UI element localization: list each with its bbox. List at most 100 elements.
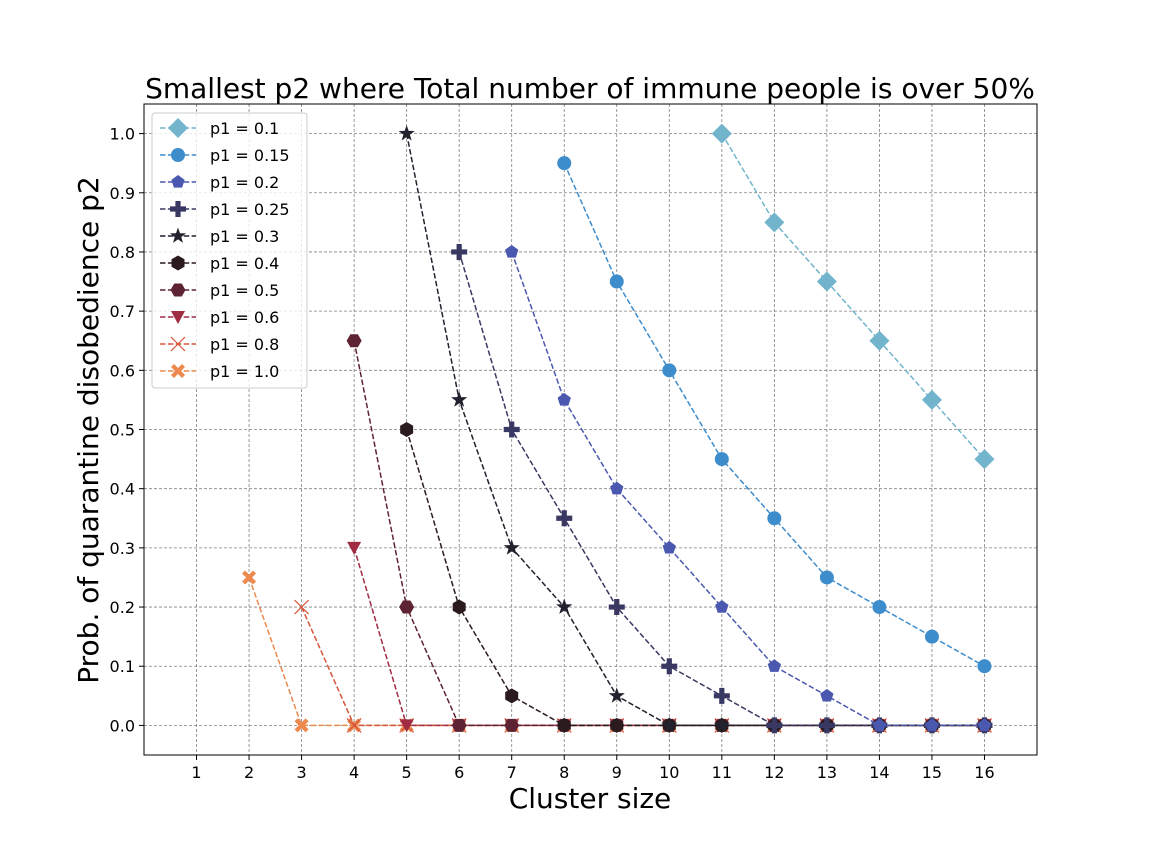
legend-entry: p1 = 0.6 (160, 308, 279, 327)
y-tick-label: 0.8 (110, 243, 135, 262)
data-point (347, 541, 362, 555)
data-point (872, 718, 887, 732)
data-point (610, 717, 624, 733)
data-point (504, 718, 520, 732)
data-point (711, 123, 732, 144)
data-point (713, 687, 730, 704)
data-point (661, 716, 678, 733)
legend-marker (171, 364, 185, 378)
data-point (816, 271, 837, 292)
legend-box (151, 112, 308, 389)
legend-entry: p1 = 0.4 (160, 254, 279, 273)
x-axis-label: Cluster size (509, 782, 672, 815)
data-point (294, 599, 310, 615)
legend-label: p1 = 1.0 (210, 362, 279, 381)
data-point (557, 717, 571, 733)
legend-entry: p1 = 0.15 (160, 146, 290, 165)
series-0 (711, 123, 995, 470)
data-point (609, 274, 624, 289)
series-line (511, 251, 985, 727)
legend-label: p1 = 0.5 (210, 281, 279, 300)
y-tick-label: 0.2 (110, 598, 135, 617)
legend-label: p1 = 0.6 (210, 308, 279, 327)
data-point (974, 449, 995, 470)
data-point (557, 156, 572, 171)
data-point (977, 718, 992, 732)
x-tick-label: 14 (869, 763, 889, 782)
data-point (556, 598, 573, 614)
data-point (452, 599, 466, 615)
data-point (608, 599, 625, 616)
data-point (713, 716, 730, 733)
y-tick-label: 0.4 (110, 480, 135, 499)
series-layer (242, 123, 995, 734)
data-point (714, 452, 729, 467)
legend-marker (170, 336, 186, 352)
data-point (925, 718, 939, 732)
data-point (503, 421, 520, 438)
legend-marker (171, 148, 185, 162)
legend-label: p1 = 0.4 (210, 254, 279, 273)
x-tick-label: 4 (349, 763, 359, 782)
x-tick-label: 10 (659, 763, 679, 782)
legend-marker (170, 201, 186, 217)
legend-label: p1 = 0.15 (210, 146, 290, 165)
data-point (869, 330, 890, 351)
data-point (872, 600, 887, 615)
y-tick-label: 0.1 (110, 657, 135, 676)
x-tick-label: 5 (402, 763, 412, 782)
data-point (398, 125, 415, 141)
data-point (505, 688, 519, 704)
legend-label: p1 = 0.1 (210, 119, 279, 138)
data-point (766, 717, 783, 734)
data-point (399, 600, 415, 614)
data-point (557, 392, 571, 406)
data-point (820, 688, 834, 702)
legend-marker (168, 118, 188, 138)
series-line (721, 133, 986, 460)
data-point (346, 717, 362, 733)
y-tick-label: 0.5 (110, 421, 135, 440)
data-point (451, 243, 468, 260)
legend-marker (171, 175, 185, 188)
data-point (451, 718, 467, 732)
x-tick-label: 13 (817, 763, 837, 782)
series-1 (557, 156, 992, 674)
data-point (346, 334, 362, 348)
data-point (661, 658, 678, 675)
legend-label: p1 = 0.2 (210, 173, 279, 192)
data-point (662, 540, 676, 554)
legend-label: p1 = 0.8 (210, 335, 279, 354)
data-point (921, 389, 942, 410)
legend-marker (169, 227, 187, 243)
data-point (503, 539, 520, 555)
data-point (715, 600, 729, 613)
legend: p1 = 0.1 p1 = 0.15 p1 = 0.2 p1 = 0.25 p1 = 0… (151, 112, 308, 389)
legend-marker (171, 255, 185, 271)
y-tick-label: 0.6 (110, 361, 135, 380)
data-point (819, 570, 834, 585)
data-point (610, 481, 624, 495)
legend-entry: p1 = 0.25 (160, 200, 290, 219)
legend-marker (170, 283, 186, 297)
data-point (977, 659, 992, 674)
data-point (294, 718, 309, 733)
data-point (400, 422, 414, 437)
legend-label: p1 = 0.3 (210, 227, 279, 246)
data-point (242, 570, 257, 585)
data-point (556, 510, 573, 527)
legend-entry: p1 = 1.0 (160, 362, 279, 381)
x-tick-label: 8 (559, 763, 569, 782)
legend-entry: p1 = 0.1 (160, 118, 279, 138)
legend-label: p1 = 0.25 (210, 200, 290, 219)
x-tick-label: 2 (244, 763, 254, 782)
legend-entry: p1 = 0.8 (160, 335, 279, 354)
x-tick-label: 15 (922, 763, 942, 782)
data-point (764, 212, 785, 233)
chart-title: Smallest p2 where Total number of immune… (145, 72, 1035, 105)
data-point (818, 717, 835, 734)
y-tick-label: 0.3 (110, 539, 135, 558)
data-point (924, 629, 939, 644)
x-tick-label: 1 (191, 763, 201, 782)
